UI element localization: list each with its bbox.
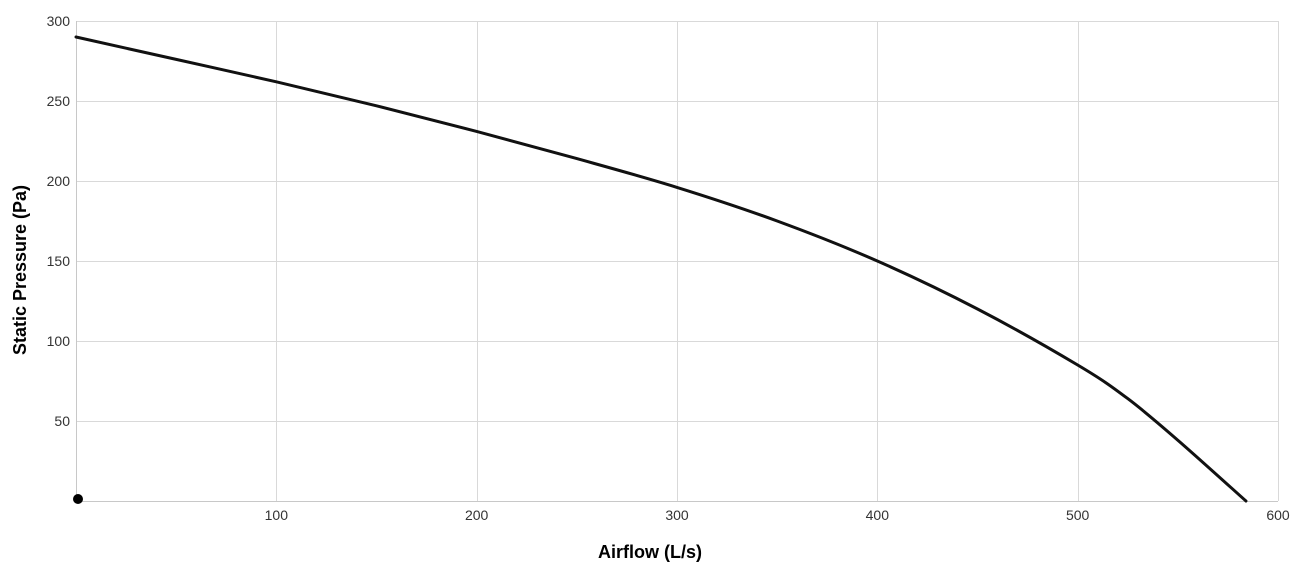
x-tick-label: 600	[1266, 507, 1290, 523]
y-tick-label: 200	[47, 173, 71, 189]
x-tick-label: 100	[265, 507, 289, 523]
axes	[76, 21, 1278, 502]
y-tick-label: 50	[54, 413, 70, 429]
fan-curve-line	[74, 35, 1248, 503]
x-tick-label: 300	[665, 507, 689, 523]
y-tick-label: 300	[47, 13, 71, 29]
y-axis-title: Static Pressure (Pa)	[10, 185, 30, 355]
tick-labels: 100 200 300 400 500 600 50 100 150 200 250 300	[47, 13, 1290, 523]
x-tick-label: 400	[866, 507, 890, 523]
plot-series	[73, 35, 1248, 504]
y-tick-label: 100	[47, 333, 71, 349]
x-tick-label: 200	[465, 507, 489, 523]
x-axis-title: Airflow (L/s)	[598, 542, 702, 562]
gridlines	[76, 21, 1279, 501]
y-tick-label: 250	[47, 93, 71, 109]
operating-point-marker	[73, 494, 83, 504]
y-tick-label: 150	[47, 253, 71, 269]
x-tick-label: 500	[1066, 507, 1090, 523]
